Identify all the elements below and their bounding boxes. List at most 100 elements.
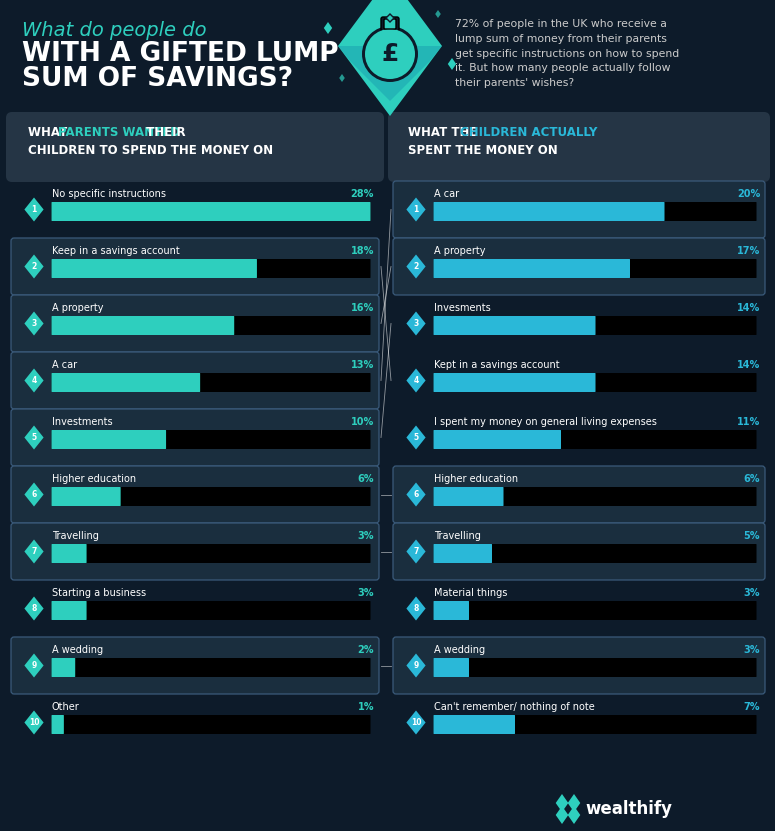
Polygon shape — [339, 74, 345, 82]
Text: A wedding: A wedding — [434, 645, 485, 655]
Polygon shape — [406, 254, 425, 278]
FancyBboxPatch shape — [51, 316, 234, 335]
Text: 72% of people in the UK who receive a
lump sum of money from their parents
get s: 72% of people in the UK who receive a lu… — [455, 19, 679, 88]
Text: 14%: 14% — [737, 360, 760, 370]
Text: 20%: 20% — [737, 189, 760, 199]
FancyBboxPatch shape — [433, 259, 630, 278]
Polygon shape — [338, 0, 442, 116]
FancyBboxPatch shape — [51, 544, 87, 563]
Polygon shape — [406, 597, 425, 621]
Polygon shape — [24, 653, 43, 677]
Polygon shape — [385, 13, 395, 23]
Polygon shape — [568, 794, 580, 812]
FancyBboxPatch shape — [51, 316, 370, 335]
FancyBboxPatch shape — [51, 544, 370, 563]
Text: 5%: 5% — [743, 531, 760, 541]
Text: 10: 10 — [411, 718, 422, 727]
Text: 3: 3 — [31, 319, 36, 328]
FancyBboxPatch shape — [433, 259, 756, 278]
FancyBboxPatch shape — [11, 295, 379, 352]
Text: Material things: Material things — [434, 588, 508, 598]
Text: 7: 7 — [31, 547, 36, 556]
Text: A property: A property — [52, 303, 104, 313]
Polygon shape — [406, 198, 425, 222]
Text: 28%: 28% — [350, 189, 374, 199]
Text: I spent my money on general living expenses: I spent my money on general living expen… — [434, 417, 657, 427]
Text: 3%: 3% — [357, 531, 374, 541]
Text: 6%: 6% — [743, 474, 760, 484]
FancyBboxPatch shape — [433, 544, 492, 563]
FancyBboxPatch shape — [433, 202, 664, 221]
FancyBboxPatch shape — [51, 373, 370, 392]
FancyBboxPatch shape — [433, 202, 756, 221]
Text: SUM OF SAVINGS?: SUM OF SAVINGS? — [22, 66, 293, 92]
FancyBboxPatch shape — [51, 715, 370, 734]
Polygon shape — [568, 806, 580, 824]
Text: A wedding: A wedding — [52, 645, 103, 655]
Text: Higher education: Higher education — [52, 474, 136, 484]
Polygon shape — [24, 368, 43, 392]
FancyBboxPatch shape — [384, 19, 396, 29]
FancyBboxPatch shape — [433, 430, 561, 449]
Text: 2: 2 — [31, 262, 36, 271]
FancyBboxPatch shape — [393, 637, 765, 694]
Circle shape — [365, 29, 415, 79]
Circle shape — [362, 26, 418, 82]
Text: 14%: 14% — [737, 303, 760, 313]
Polygon shape — [24, 597, 43, 621]
Text: Starting a business: Starting a business — [52, 588, 146, 598]
FancyBboxPatch shape — [51, 715, 64, 734]
FancyBboxPatch shape — [51, 658, 75, 677]
FancyBboxPatch shape — [393, 523, 765, 580]
Text: CHILDREN ACTUALLY: CHILDREN ACTUALLY — [460, 126, 598, 139]
FancyBboxPatch shape — [388, 112, 770, 182]
FancyBboxPatch shape — [381, 17, 399, 31]
Text: No specific instructions: No specific instructions — [52, 189, 166, 199]
Polygon shape — [24, 425, 43, 450]
Polygon shape — [406, 539, 425, 563]
FancyBboxPatch shape — [51, 430, 166, 449]
Text: 13%: 13% — [351, 360, 374, 370]
Text: 2%: 2% — [357, 645, 374, 655]
Polygon shape — [406, 368, 425, 392]
Text: 6%: 6% — [357, 474, 374, 484]
FancyBboxPatch shape — [393, 238, 765, 295]
FancyBboxPatch shape — [393, 181, 765, 238]
Text: 16%: 16% — [351, 303, 374, 313]
FancyBboxPatch shape — [51, 658, 370, 677]
FancyBboxPatch shape — [433, 373, 756, 392]
Text: 3%: 3% — [743, 645, 760, 655]
Text: 4: 4 — [413, 376, 419, 385]
FancyBboxPatch shape — [11, 352, 379, 409]
Polygon shape — [406, 653, 425, 677]
Text: 3%: 3% — [357, 588, 374, 598]
Polygon shape — [436, 10, 441, 18]
Text: Other: Other — [52, 702, 80, 712]
FancyBboxPatch shape — [433, 658, 756, 677]
FancyBboxPatch shape — [433, 658, 469, 677]
FancyBboxPatch shape — [433, 601, 756, 620]
Polygon shape — [24, 711, 43, 735]
FancyBboxPatch shape — [433, 715, 756, 734]
FancyBboxPatch shape — [433, 430, 756, 449]
FancyBboxPatch shape — [6, 112, 384, 182]
Text: 7: 7 — [413, 547, 419, 556]
Text: 9: 9 — [31, 661, 36, 670]
Polygon shape — [24, 312, 43, 336]
Text: A car: A car — [434, 189, 459, 199]
Text: CHILDREN TO SPEND THE MONEY ON: CHILDREN TO SPEND THE MONEY ON — [28, 144, 273, 157]
Text: WHAT THE: WHAT THE — [408, 126, 481, 139]
Text: 1%: 1% — [357, 702, 374, 712]
Text: Travelling: Travelling — [52, 531, 99, 541]
FancyBboxPatch shape — [433, 373, 595, 392]
Text: Travelling: Travelling — [434, 531, 480, 541]
FancyBboxPatch shape — [11, 466, 379, 523]
Polygon shape — [338, 46, 442, 101]
FancyBboxPatch shape — [433, 316, 756, 335]
Text: 8: 8 — [31, 604, 36, 613]
Text: Invesments: Invesments — [434, 303, 491, 313]
Text: 18%: 18% — [350, 246, 374, 256]
FancyBboxPatch shape — [51, 202, 370, 221]
FancyBboxPatch shape — [51, 601, 87, 620]
Polygon shape — [556, 794, 568, 812]
